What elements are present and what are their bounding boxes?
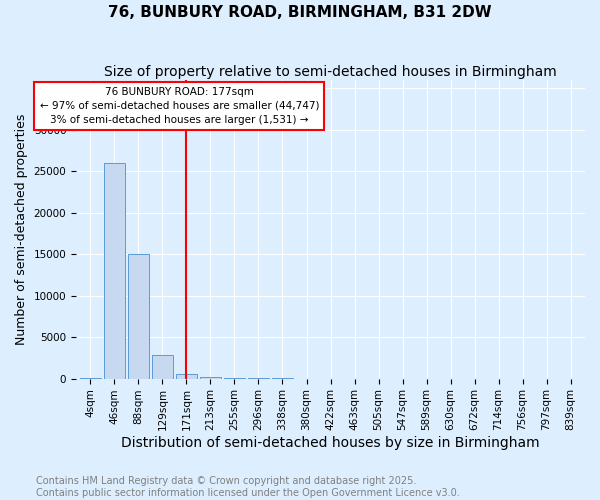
Text: 76, BUNBURY ROAD, BIRMINGHAM, B31 2DW: 76, BUNBURY ROAD, BIRMINGHAM, B31 2DW [108, 5, 492, 20]
Y-axis label: Number of semi-detached properties: Number of semi-detached properties [15, 114, 28, 345]
Bar [128, 254, 149, 378]
Bar [200, 377, 221, 378]
Bar [104, 163, 125, 378]
X-axis label: Distribution of semi-detached houses by size in Birmingham: Distribution of semi-detached houses by … [121, 436, 540, 450]
Bar [152, 356, 173, 378]
Text: 76 BUNBURY ROAD: 177sqm
← 97% of semi-detached houses are smaller (44,747)
3% of: 76 BUNBURY ROAD: 177sqm ← 97% of semi-de… [40, 87, 319, 125]
Title: Size of property relative to semi-detached houses in Birmingham: Size of property relative to semi-detach… [104, 65, 557, 79]
Bar [176, 374, 197, 378]
Text: Contains HM Land Registry data © Crown copyright and database right 2025.
Contai: Contains HM Land Registry data © Crown c… [36, 476, 460, 498]
